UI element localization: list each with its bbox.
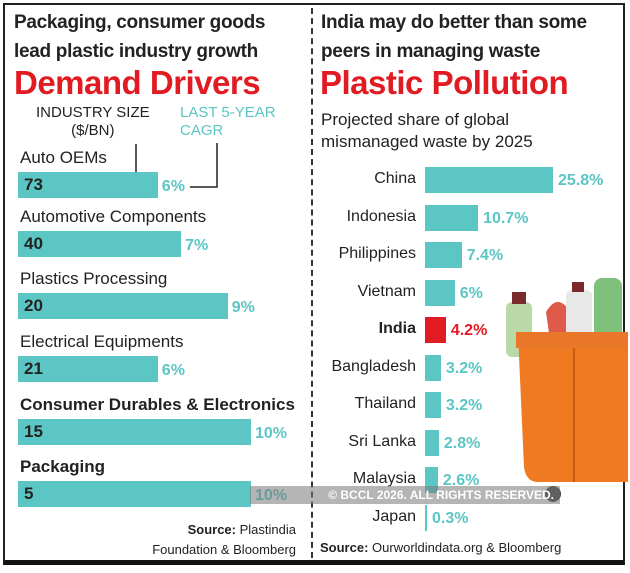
- right-headline-line1: India may do better than some: [321, 12, 587, 33]
- cagr-label: 6%: [161, 178, 185, 195]
- cagr-bar: [18, 293, 228, 319]
- industry-size-label: 5: [24, 484, 34, 503]
- cagr-bar: [18, 172, 158, 198]
- size-header-line1: INDUSTRY SIZE: [36, 104, 150, 121]
- bottle-icon: [594, 278, 622, 344]
- country-label: Sri Lanka: [348, 432, 416, 450]
- waste-share-bar: [425, 392, 441, 418]
- left-title: Demand Drivers: [14, 64, 261, 101]
- waste-share-label: 10.7%: [483, 209, 529, 227]
- left-source: Source: Plastindia Foundation & Bloomber…: [152, 520, 296, 560]
- country-label: Thailand: [354, 395, 416, 412]
- waste-share-bar: [425, 354, 441, 381]
- right-source: Source: Ourworldindata.org & Bloomberg: [320, 540, 561, 555]
- category-label: Packaging: [20, 457, 106, 476]
- country-label: Bangladesh: [331, 357, 416, 375]
- cagr-header-line1: LAST 5-YEAR: [180, 104, 276, 121]
- left-source-line1: Plastindia: [239, 522, 296, 537]
- country-label: Malaysia: [352, 470, 416, 487]
- cagr-bar: [18, 231, 182, 257]
- left-headline-line2: lead plastic industry growth: [14, 41, 258, 62]
- left-source-label: Source:: [187, 522, 236, 537]
- right-source-label: Source:: [320, 540, 369, 555]
- left-headline: Packaging, consumer goods lead plastic i…: [14, 8, 265, 66]
- right-subtitle-line2: mismanaged waste by 2025: [321, 132, 533, 151]
- bottle-icon: [566, 290, 592, 345]
- left-source-line2: Foundation & Bloomberg: [152, 542, 296, 557]
- country-label: China: [374, 170, 416, 187]
- industry-size-label: 20: [24, 296, 43, 315]
- right-subtitle: Projected share of global mismanaged was…: [321, 109, 533, 153]
- category-label: Plastics Processing: [20, 269, 168, 288]
- country-label: India: [378, 320, 416, 337]
- left-headline-line1: Packaging, consumer goods: [14, 12, 266, 33]
- infographic-frame: [3, 3, 625, 565]
- right-subtitle-line1: Projected share of global: [321, 110, 510, 129]
- category-label: Auto OEMs: [20, 148, 107, 167]
- panel-divider: [311, 8, 313, 558]
- country-label: Indonesia: [346, 207, 416, 225]
- cagr-label: 10%: [255, 425, 288, 442]
- waste-share-label: 3.2%: [445, 397, 483, 414]
- waste-share-label: 7.4%: [466, 247, 504, 264]
- cagr-header: LAST 5-YEAR CAGR: [180, 104, 276, 140]
- right-headline-line2: peers in managing waste: [321, 41, 541, 62]
- cagr-label: 7%: [185, 237, 209, 254]
- waste-share-bar: [425, 204, 479, 231]
- size-header: INDUSTRY SIZE ($/BN): [36, 104, 150, 140]
- right-source-text: Ourworldindata.org & Bloomberg: [372, 540, 562, 555]
- waste-share-bar: [425, 279, 455, 306]
- waste-share-bar: [425, 317, 446, 343]
- industry-size-label: 73: [24, 175, 43, 194]
- category-label: Consumer Durables & Electronics: [20, 395, 295, 414]
- waste-bin-illustration: [506, 278, 628, 502]
- cagr-label: 9%: [231, 299, 255, 316]
- copyright-watermark: © BCCL 2026. ALL RIGHTS RESERVED.: [250, 486, 560, 504]
- industry-size-label: 40: [24, 234, 43, 253]
- industry-size-label: 21: [24, 359, 43, 378]
- industry-size-label: 15: [24, 422, 43, 441]
- waste-share-label: 2.8%: [443, 434, 481, 452]
- waste-share-label: 6%: [459, 284, 483, 302]
- waste-share-label: 2.6%: [442, 472, 480, 489]
- header-connectors: [58, 143, 218, 188]
- cagr-header-line2: CAGR: [180, 122, 224, 139]
- country-label: Japan: [372, 507, 416, 525]
- cagr-bar: [18, 481, 251, 507]
- waste-share-label: 0.3%: [432, 509, 469, 527]
- waste-share-bar: [425, 242, 462, 268]
- cagr-connector: [190, 143, 218, 188]
- waste-share-bar: [425, 504, 427, 531]
- waste-share-bar: [425, 429, 439, 456]
- cagr-label: 6%: [161, 362, 185, 379]
- category-label: Automotive Components: [20, 207, 207, 226]
- country-label: Vietnam: [357, 282, 416, 300]
- waste-share-bar: [425, 167, 553, 193]
- category-label: Electrical Equipments: [20, 332, 184, 351]
- country-label: Philippines: [338, 245, 416, 262]
- waste-share-label: 25.8%: [557, 172, 604, 189]
- waste-share-label: 4.2%: [450, 322, 488, 339]
- cagr-bar: [18, 419, 251, 445]
- size-header-line2: ($/BN): [71, 122, 115, 139]
- waste-share-label: 3.2%: [445, 359, 483, 377]
- cagr-bar: [18, 356, 158, 382]
- right-headline: India may do better than some peers in m…: [321, 8, 587, 66]
- right-title: Plastic Pollution: [320, 64, 569, 101]
